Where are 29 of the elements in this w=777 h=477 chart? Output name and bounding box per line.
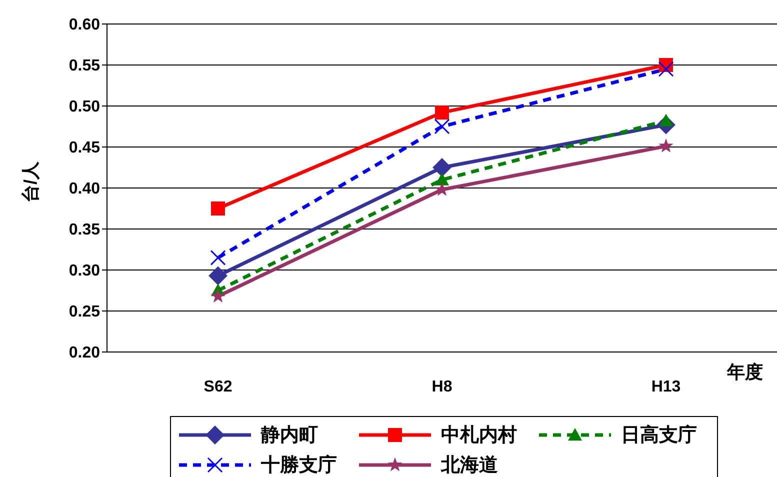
x-tick-label: S62 (204, 378, 232, 396)
y-tick-label: 0.20 (68, 344, 100, 362)
y-tick-label: 0.55 (68, 58, 100, 75)
y-tick-label: 0.35 (68, 222, 100, 239)
y-tick-label: 0.40 (68, 180, 100, 198)
y-tick-label: 0.45 (68, 140, 100, 157)
y-tick-label: 0.25 (68, 304, 100, 321)
x-tick-label: H8 (432, 378, 452, 396)
point (208, 266, 228, 286)
point (434, 118, 450, 134)
legend-label: 静内町 (261, 424, 318, 448)
x-tick-label: H13 (651, 378, 681, 396)
point (435, 106, 449, 120)
point (210, 288, 226, 302)
legend-label: 中札内村 (441, 424, 517, 448)
y-tick-label: 0.50 (68, 98, 100, 116)
x-axis-title: 年度 (727, 361, 763, 384)
legend-label: 北海道 (441, 454, 498, 477)
legend-label: 日高支庁 (621, 424, 697, 448)
point (211, 202, 225, 216)
point (432, 158, 452, 177)
y-axis-title: 台/人 (20, 161, 42, 203)
point (210, 250, 226, 266)
point (658, 61, 674, 77)
y-tick-label: 0.60 (68, 16, 100, 34)
point (435, 172, 449, 186)
legend-label: 十勝支庁 (261, 454, 337, 477)
point (658, 138, 674, 152)
y-tick-label: 0.30 (68, 262, 100, 280)
